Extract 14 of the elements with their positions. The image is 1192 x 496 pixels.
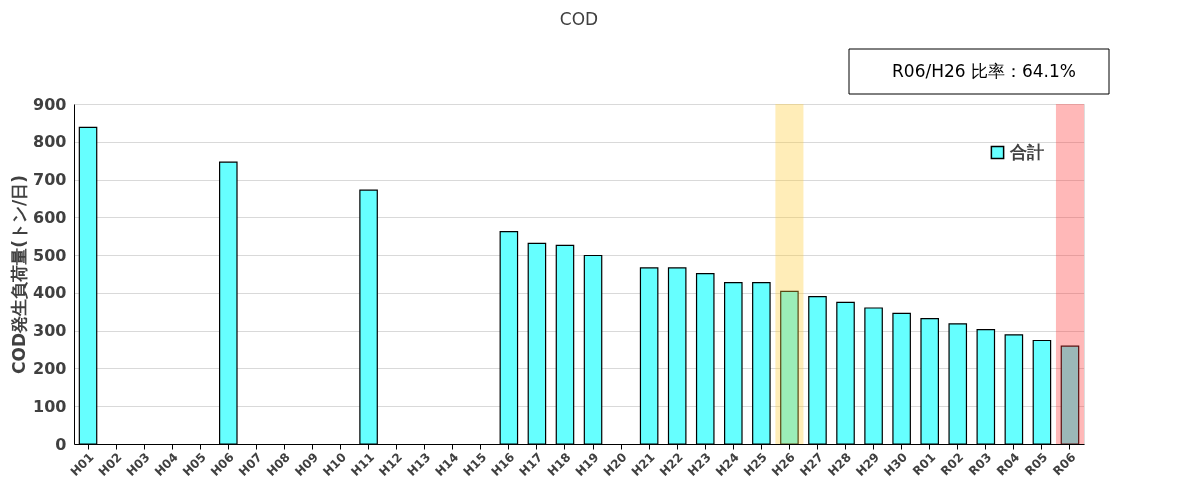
y-tick-label: 300: [33, 321, 67, 341]
y-tick-label: 100: [33, 396, 67, 416]
y-tick-label: 900: [33, 94, 67, 114]
y-tick-label: 200: [33, 358, 67, 378]
y-tick-label: 600: [33, 207, 67, 227]
y-axis-title: COD発生負荷量(トン/日): [9, 175, 30, 374]
y-tick-label: 500: [33, 245, 67, 265]
y-tick-label: 800: [33, 132, 67, 152]
y-tick-label: 400: [33, 283, 67, 303]
chart-title: COD: [559, 8, 599, 29]
y-tick-label: 700: [33, 170, 67, 190]
legend-label: 合計: [1009, 141, 1044, 162]
text: R06/H26 比率：64.1%: [892, 61, 1076, 81]
y-tick-label: 0: [55, 434, 67, 454]
